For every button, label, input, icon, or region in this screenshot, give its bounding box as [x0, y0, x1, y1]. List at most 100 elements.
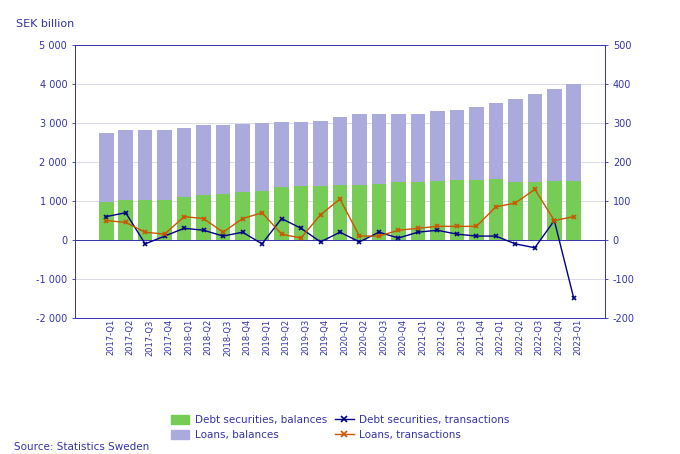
Debt securities, transactions [316, 239, 324, 245]
Bar [352, 185, 367, 240]
Bar [333, 185, 347, 240]
Bar [391, 114, 406, 240]
Bar [118, 130, 133, 240]
Bar [216, 125, 231, 240]
Bar [177, 128, 192, 240]
Bar [274, 188, 289, 240]
Debt securities, transactions [336, 229, 344, 235]
Line: Loans, transactions: Loans, transactions [104, 187, 576, 241]
Bar [488, 103, 503, 240]
Bar [528, 183, 542, 240]
Bar [274, 122, 289, 240]
Bar [99, 133, 114, 240]
Loans, transactions [219, 229, 227, 235]
Bar [197, 195, 211, 240]
Bar [391, 183, 406, 240]
Debt securities, transactions [277, 216, 286, 221]
Loans, transactions [473, 224, 481, 229]
Bar [547, 89, 562, 240]
Line: Debt securities, transactions: Debt securities, transactions [104, 210, 576, 301]
Loans, transactions [531, 187, 539, 192]
Debt securities, transactions [453, 232, 461, 237]
Debt securities, transactions [414, 229, 422, 235]
Bar [157, 199, 172, 240]
Loans, transactions [394, 227, 403, 233]
Debt securities, transactions [180, 226, 188, 231]
Loans, transactions [570, 214, 578, 219]
Bar [508, 99, 523, 240]
Debt securities, transactions [356, 239, 364, 245]
Bar [235, 123, 250, 240]
Debt securities, transactions [375, 229, 383, 235]
Bar [449, 180, 464, 240]
Loans, transactions [356, 233, 364, 239]
Debt securities, transactions [473, 233, 481, 239]
Debt securities, transactions [492, 233, 500, 239]
Bar [138, 130, 152, 240]
Bar [294, 186, 308, 240]
Loans, transactions [453, 224, 461, 229]
Bar [469, 180, 483, 240]
Loans, transactions [550, 218, 558, 223]
Bar [352, 114, 367, 240]
Debt securities, transactions [160, 233, 169, 239]
Debt securities, transactions [199, 227, 207, 233]
Debt securities, transactions [122, 210, 130, 216]
Loans, transactions [433, 224, 441, 229]
Loans, transactions [141, 229, 149, 235]
Loans, transactions [414, 226, 422, 231]
Loans, transactions [492, 204, 500, 210]
Bar [411, 182, 425, 240]
Debt securities, transactions [219, 233, 227, 239]
Loans, transactions [277, 232, 286, 237]
Loans, transactions [336, 197, 344, 202]
Bar [430, 111, 445, 240]
Loans, transactions [511, 200, 520, 206]
Debt securities, transactions [141, 241, 149, 247]
Bar [449, 109, 464, 240]
Bar [294, 122, 308, 240]
Text: SEK billion: SEK billion [16, 19, 75, 29]
Loans, transactions [258, 210, 266, 216]
Bar [333, 117, 347, 240]
Bar [430, 181, 445, 240]
Debt securities, transactions [433, 227, 441, 233]
Bar [138, 199, 152, 240]
Bar [118, 200, 133, 240]
Loans, transactions [375, 233, 383, 239]
Debt securities, transactions [102, 214, 110, 219]
Loans, transactions [316, 212, 324, 217]
Bar [255, 191, 269, 240]
Bar [313, 186, 328, 240]
Debt securities, transactions [550, 218, 558, 223]
Loans, transactions [160, 232, 169, 237]
Bar [197, 125, 211, 240]
Debt securities, transactions [511, 241, 520, 247]
Bar [566, 181, 581, 240]
Debt securities, transactions [570, 296, 578, 301]
Loans, transactions [122, 220, 130, 225]
Bar [235, 192, 250, 240]
Bar [547, 181, 562, 240]
Loans, transactions [102, 218, 110, 223]
Loans, transactions [297, 235, 305, 241]
Bar [177, 197, 192, 240]
Bar [255, 123, 269, 240]
Bar [469, 107, 483, 240]
Bar [216, 194, 231, 240]
Debt securities, transactions [258, 241, 266, 247]
Legend: Debt securities, balances, Loans, balances, Debt securities, transactions, Loans: Debt securities, balances, Loans, balanc… [167, 411, 513, 444]
Bar [372, 183, 386, 240]
Bar [508, 182, 523, 240]
Loans, transactions [239, 216, 247, 221]
Debt securities, transactions [297, 226, 305, 231]
Loans, transactions [199, 216, 207, 221]
Bar [488, 179, 503, 240]
Bar [411, 114, 425, 240]
Bar [566, 84, 581, 240]
Bar [99, 202, 114, 240]
Debt securities, transactions [394, 235, 403, 241]
Bar [157, 130, 172, 240]
Debt securities, transactions [531, 245, 539, 251]
Text: Source: Statistics Sweden: Source: Statistics Sweden [14, 442, 149, 452]
